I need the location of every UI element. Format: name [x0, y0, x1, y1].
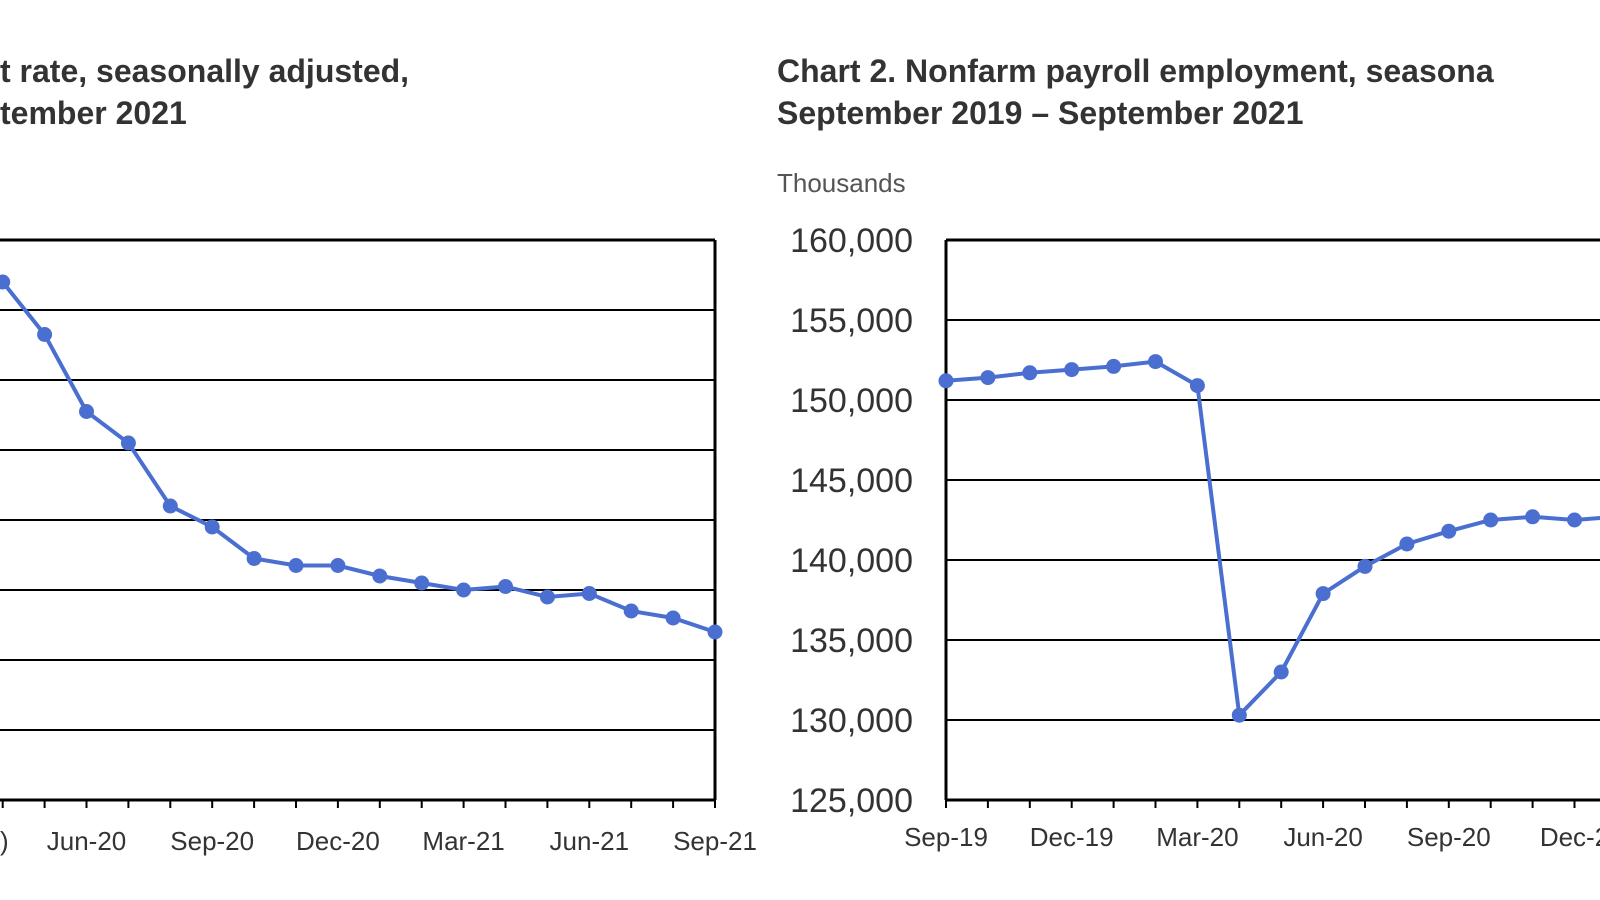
chart-2-point-Nov-20	[1525, 509, 1541, 525]
chart-1-x-tick-label: Mar-21	[422, 826, 504, 856]
chart-1-x-tick-label: Jun-21	[550, 826, 630, 856]
chart-2-y-tick-label: 135,000	[790, 622, 913, 660]
chart-1: t rate, seasonally adjusted, tember 2021…	[0, 53, 757, 856]
chart-2-point-Aug-20	[1399, 536, 1415, 552]
chart-2-point-Oct-20	[1483, 512, 1499, 528]
chart-1-point-Nov-20	[288, 558, 304, 573]
chart-2-point-Oct-19	[980, 370, 996, 386]
chart-1-point-Jan-21	[372, 568, 388, 584]
chart-1-title-line-1: t rate, seasonally adjusted,	[0, 53, 409, 89]
chart-2-point-Dec-20	[1567, 512, 1582, 528]
chart-1-point-Sep-20	[204, 519, 220, 535]
chart-1-point-Dec-20	[330, 558, 346, 573]
chart-2-y-tick-label: 125,000	[790, 782, 913, 820]
chart-2-y-tick-label: 155,000	[790, 302, 913, 340]
chart-1-x-ticks	[1, 800, 716, 808]
chart-1-point-May-20	[37, 327, 53, 342]
chart-2-x-tick-label: Mar-20	[1156, 822, 1238, 852]
chart-2-unit-label: Thousands	[777, 168, 906, 198]
chart-2-y-tick-label: 140,000	[790, 542, 913, 580]
chart-2-x-tick-label: Jun-20	[1283, 822, 1363, 852]
chart-2-point-Jun-20	[1315, 586, 1331, 602]
chart-1-point-Aug-21	[665, 610, 681, 626]
chart-2-point-Nov-19	[1022, 365, 1038, 381]
chart-1-point-Jun-20	[79, 404, 94, 419]
chart-2-point-Dec-19	[1064, 362, 1080, 378]
chart-1-series-line	[1, 280, 716, 634]
chart-2-y-tick-label: 130,000	[790, 702, 913, 740]
chart-1-point-Jul-21	[623, 603, 639, 619]
chart-1-x-tick-label: Sep-21	[673, 826, 757, 856]
chart-2-y-tick-label: 145,000	[790, 462, 913, 500]
chart-1-point-Oct-20	[246, 551, 262, 566]
chart-1-point-May-21	[539, 589, 555, 605]
chart-1-point-Jun-21	[581, 586, 597, 601]
chart-1-x-tick-label: Sep-20	[170, 826, 254, 856]
chart-2-series-line	[945, 359, 1600, 720]
chart-1-series-points	[0, 274, 723, 640]
chart-2-x-tick-label: Sep-20	[1407, 822, 1491, 852]
chart-2-point-Feb-20	[1148, 354, 1163, 370]
chart-1-point-Jul-20	[120, 435, 136, 451]
chart-2-x-tick-label: Dec-19	[1030, 822, 1114, 852]
chart-2-point-May-20	[1273, 664, 1289, 680]
chart-2-x-ticks	[945, 800, 1576, 808]
chart-1-x-tick-labels: ) Jun-20 Sep-20 Dec-20 Mar-21 Jun-21 Sep-21	[0, 826, 757, 856]
chart-1-title-line-2: tember 2021	[0, 95, 187, 131]
chart-2-x-tick-label: Sep-19	[904, 822, 988, 852]
chart-1-point-Apr-21	[498, 579, 513, 594]
chart-1-point-Aug-20	[162, 498, 178, 514]
chart-2-point-Mar-20	[1189, 378, 1205, 394]
chart-2-y-tick-label: 150,000	[790, 382, 913, 420]
chart-2-title-line-1: Chart 2. Nonfarm payroll employment, sea…	[777, 53, 1494, 89]
chart-1-gridlines	[0, 238, 717, 802]
chart-2-point-Apr-20	[1231, 707, 1247, 723]
chart-2-x-tick-label: Dec-2	[1540, 822, 1600, 852]
chart-2-y-tick-label: 160,000	[790, 222, 913, 260]
chart-1-x-tick-label-partial: )	[0, 826, 9, 856]
chart-1-point-Sep-21	[707, 624, 723, 640]
chart-2-y-tick-labels: 125,000 130,000 135,000 140,000 145,000 150,0…	[790, 222, 913, 820]
chart-1-x-tick-label: Dec-20	[296, 826, 380, 856]
chart-2-series-points	[938, 354, 1582, 723]
chart-2-title-line-2: September 2019 – September 2021	[777, 95, 1304, 131]
chart-1-point-Mar-21	[456, 582, 472, 598]
chart-1-point-Feb-21	[414, 575, 430, 591]
chart-2-point-Sep-20	[1441, 523, 1457, 539]
chart-2-point-Jan-20	[1106, 358, 1122, 374]
chart-2-point-Jul-20	[1357, 558, 1373, 574]
chart-2-x-tick-labels: Sep-19 Dec-19 Mar-20 Jun-20 Sep-20 Dec-2	[904, 822, 1600, 852]
chart-2-point-Sep-19	[938, 373, 954, 389]
chart-1-x-tick-label: Jun-20	[47, 826, 127, 856]
chart-2: Chart 2. Nonfarm payroll employment, sea…	[777, 53, 1600, 852]
chart-1-point-Apr-20	[0, 274, 11, 290]
